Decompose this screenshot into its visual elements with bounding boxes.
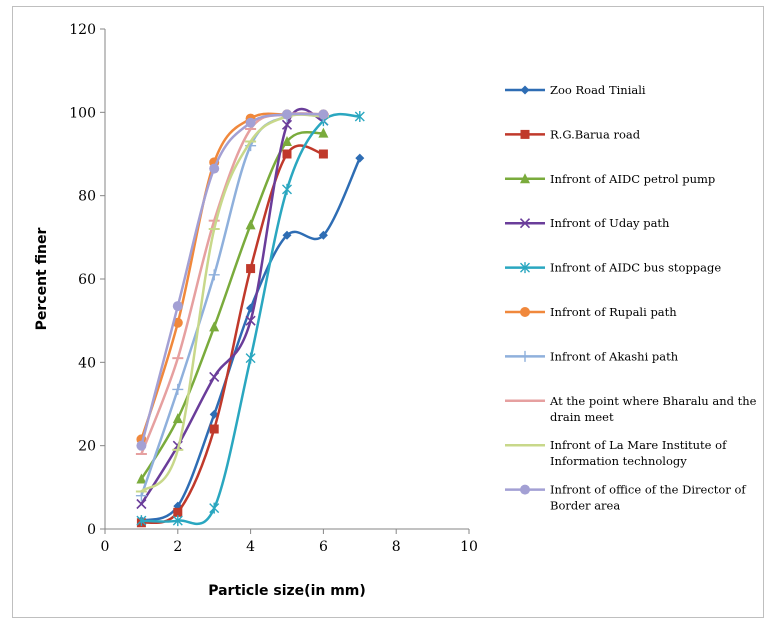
series-3	[136, 127, 329, 484]
series-8	[135, 112, 329, 455]
legend-label: At the point where Bharalu and the drain …	[549, 394, 757, 424]
x-axis-label: Particle size(in mm)	[208, 583, 366, 599]
legend-item-10: Infront of office of the Director of Bord…	[505, 483, 746, 513]
data-point-marker	[520, 85, 530, 95]
y-tick-label: 0	[87, 522, 96, 538]
data-point-marker	[246, 264, 256, 274]
chart-frame: 0 20 40 60 80 100 120 0 2 4 6 8 10 Zoo Road Tiniali R…	[12, 6, 764, 618]
data-point-marker	[245, 352, 256, 364]
data-point-marker	[172, 301, 183, 312]
x-tick-label: 0	[101, 539, 110, 555]
data-point-marker	[282, 109, 292, 120]
legend-label: Infront of La Mare Institute of Informati…	[550, 438, 727, 468]
legend-item-6: Infront of Rupali path	[505, 305, 677, 319]
legend-label: Infront of Rupali path	[550, 305, 677, 319]
chart: 0 20 40 60 80 100 120 0 2 4 6 8 10 Zoo Road Tiniali R…	[34, 22, 757, 599]
data-point-marker	[519, 350, 531, 362]
data-point-marker	[354, 111, 365, 122]
legend-item-8: At the point where Bharalu and the drain …	[505, 394, 757, 424]
x-tick-label: 4	[246, 539, 255, 555]
y-tick-label: 120	[69, 22, 96, 38]
legend-item-2: R.G.Barua road	[505, 127, 641, 141]
data-point-marker	[282, 149, 292, 159]
series-line	[140, 130, 324, 480]
data-point-marker	[520, 484, 530, 495]
data-point-marker	[209, 502, 220, 514]
data-point-marker	[209, 163, 220, 174]
y-tick-label: 60	[78, 272, 96, 288]
data-point-marker	[209, 371, 220, 382]
data-point-marker	[136, 440, 147, 451]
data-point-marker	[318, 230, 328, 240]
data-point-marker	[281, 119, 293, 130]
legend-item-4: Infront of Uday path	[505, 216, 670, 230]
data-point-marker	[136, 515, 147, 527]
legend-label: Infront of Akashi path	[550, 349, 679, 363]
data-point-marker	[136, 498, 147, 510]
legend-item-3: Infront of AIDC petrol pump	[505, 172, 715, 186]
data-point-marker	[520, 307, 530, 317]
data-point-marker	[245, 219, 256, 230]
data-point-marker	[173, 507, 183, 517]
legend-label: Infront of Uday path	[550, 216, 670, 230]
x-tick-label: 8	[392, 539, 401, 555]
data-point-marker	[519, 218, 531, 229]
legend-label: Zoo Road Tiniali	[550, 83, 646, 97]
data-point-marker	[520, 262, 530, 274]
data-point-marker	[520, 173, 530, 184]
data-point-marker	[209, 424, 219, 434]
data-point-marker	[245, 315, 256, 326]
chart-series	[135, 107, 365, 528]
y-tick-label: 80	[78, 189, 96, 205]
data-point-marker	[136, 473, 147, 484]
x-tick-label: 6	[319, 539, 328, 555]
data-point-marker	[209, 321, 220, 332]
data-point-marker	[208, 269, 220, 281]
data-point-marker	[282, 230, 292, 240]
legend-item-7: Infront of Akashi path	[505, 349, 679, 363]
series-10	[136, 109, 329, 451]
data-point-marker	[282, 136, 292, 146]
x-tick-label: 10	[460, 539, 478, 555]
y-tick-label: 20	[78, 439, 96, 455]
legend-item-1: Zoo Road Tiniali	[505, 83, 646, 97]
legend-label: Infront of office of the Director of Bord…	[550, 483, 746, 513]
legend-item-5: Infront of AIDC bus stoppage	[505, 261, 721, 275]
data-point-marker	[282, 183, 292, 195]
y-tick-label: 40	[78, 355, 96, 371]
legend-item-9: Infront of La Mare Institute of Informati…	[505, 438, 727, 468]
data-point-marker	[355, 153, 365, 163]
legend-label: Infront of AIDC petrol pump	[550, 172, 715, 186]
chart-axes: 0 20 40 60 80 100 120 0 2 4 6 8 10	[69, 22, 478, 555]
data-point-marker	[318, 149, 328, 159]
series-9	[135, 113, 329, 493]
chart-legend: Zoo Road Tiniali R.G.Barua road Infront of…	[505, 83, 757, 513]
data-point-marker	[172, 515, 183, 527]
legend-label: R.G.Barua road	[550, 127, 641, 141]
data-point-marker	[318, 127, 329, 138]
y-axis-label: Percent finer	[34, 228, 50, 331]
y-tick-label: 100	[69, 105, 96, 121]
x-tick-label: 2	[173, 539, 182, 555]
data-point-marker	[172, 413, 183, 424]
data-point-marker	[172, 383, 184, 395]
data-point-marker	[245, 117, 256, 128]
data-point-marker	[318, 109, 329, 120]
data-point-marker	[520, 129, 530, 139]
legend-label: Infront of AIDC bus stoppage	[550, 261, 721, 275]
